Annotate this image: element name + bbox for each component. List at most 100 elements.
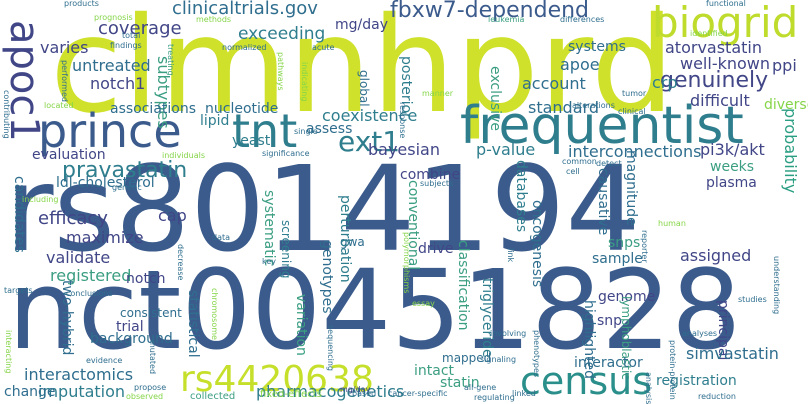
cloud-word: studies [738, 295, 767, 304]
cloud-word: mg/day [340, 385, 371, 394]
cloud-word: mg/day [335, 17, 388, 33]
cloud-word: well-known [680, 54, 771, 73]
cloud-word: oncogenesis [529, 200, 545, 288]
cloud-word: acute [312, 43, 335, 52]
cloud-word: understanding [772, 256, 781, 315]
cloud-word: reduction [698, 392, 736, 401]
cloud-word: link [506, 248, 515, 263]
cloud-word: gwa [340, 235, 365, 249]
cloud-word: diverse [764, 97, 808, 113]
cloud-word: interacting [4, 330, 13, 374]
cloud-word: exclusive [487, 66, 503, 131]
cloud-word: tnt [232, 104, 298, 158]
cloud-word: alterations [572, 101, 615, 110]
cloud-word: sample [592, 251, 643, 267]
cloud-word: cancer-specific [388, 389, 448, 398]
cloud-word: simvastatin [686, 344, 779, 363]
cloud-word: notch1 [90, 74, 146, 93]
cloud-word: genuinely [660, 68, 769, 93]
cloud-word: common [562, 157, 597, 166]
cloud-word: evaluation [32, 147, 106, 163]
cloud-word: methods [196, 15, 232, 24]
cloud-word: atorvastatin [665, 38, 762, 57]
cloud-word: validate [46, 248, 111, 267]
cloud-word: normalized [222, 43, 267, 52]
cloud-word: interactomics [24, 365, 134, 384]
cloud-word: subjects [420, 179, 454, 188]
cloud-word: pravastatin [62, 158, 188, 183]
cloud-word: nct00451828 [8, 246, 742, 374]
cloud-word: genetic [112, 183, 142, 192]
cloud-word: key [262, 257, 277, 266]
cloud-word: analysis [644, 372, 653, 404]
cloud-word: clinical [618, 107, 646, 116]
cloud-word: analyses [682, 329, 718, 338]
cloud-word: notch [126, 271, 166, 287]
cloud-word: clmnhprd [50, 0, 675, 143]
cloud-word: leukemia [488, 15, 525, 24]
cloud-word: consistent [120, 306, 182, 320]
cloud-word: functional [706, 0, 746, 8]
cloud-word: yeast [232, 133, 271, 149]
cloud-word: mutated [148, 340, 157, 375]
cloud-word: coverage [98, 18, 182, 39]
cloud-word: probability [781, 108, 800, 194]
cloud-word: cap [158, 206, 187, 225]
cloud-word: data [212, 233, 231, 242]
cloud-word: perturbation [337, 195, 353, 283]
cloud-word: trial [116, 319, 144, 335]
cloud-word: lipid [200, 113, 230, 129]
cloud-word: pharmacogenetics [256, 382, 405, 401]
cloud-word: crp [652, 73, 678, 92]
cloud-word: global [357, 70, 371, 107]
cloud-word: coexistence [322, 106, 418, 125]
cloud-word: total [122, 31, 141, 40]
cloud-word: genotypes [319, 240, 335, 314]
cloud-word: screening [279, 220, 293, 279]
cloud-word: involving [490, 329, 527, 338]
cloud-word: collected [190, 391, 236, 402]
cloud-word: statistical [185, 290, 201, 358]
cloud-word: magnitude [623, 150, 639, 226]
cloud-word: response [398, 102, 407, 139]
cloud-word: treating [166, 44, 175, 76]
cloud-word: biogrid [652, 0, 799, 47]
cloud-word: combine [400, 167, 461, 183]
cloud-word: varies [40, 38, 89, 57]
cloud-word: apoe [560, 55, 600, 74]
cloud-word: reporter [640, 230, 649, 263]
cloud-word: interconnections [568, 142, 702, 161]
cloud-word: polymorphisms [402, 232, 411, 294]
cloud-word: tumor [622, 89, 647, 98]
cloud-word: plasma [706, 175, 757, 191]
cloud-word: rs4420638 [180, 359, 374, 400]
cloud-word: rs8014194 [5, 140, 641, 278]
cloud-word: interactor [574, 355, 643, 371]
cloud-word: pathways [276, 52, 285, 91]
cloud-word: sequencing [326, 325, 335, 371]
cloud-word: change [4, 384, 56, 400]
cloud-word: registered [50, 266, 132, 285]
cloud-word: prince [38, 104, 182, 158]
cloud-word: intact [414, 363, 455, 379]
cloud-word: detect [596, 159, 622, 168]
cloud-word: systematic [261, 190, 277, 267]
cloud-word: causative [595, 168, 611, 236]
cloud-word: single [294, 127, 318, 136]
cloud-word: maximize [66, 228, 144, 247]
cloud-word: based [352, 389, 377, 398]
cloud-word: associations [110, 101, 197, 117]
cloud-word: databases [513, 160, 529, 233]
cloud-word: bayesian [368, 140, 440, 159]
cloud-word: difficult [690, 91, 750, 110]
cloud-word: snps [608, 235, 641, 251]
cloud-word: ppi [772, 56, 797, 75]
cloud-word: triglyceride [479, 278, 495, 358]
cloud-word: drive [418, 241, 454, 257]
cloud-word: ext1 [338, 125, 401, 158]
cloud-word: cell [566, 167, 580, 176]
cloud-word: p-value [476, 140, 536, 159]
cloud-word: genome [598, 289, 656, 305]
cloud-word: differences [560, 15, 605, 24]
cloud-word: account [522, 74, 586, 93]
